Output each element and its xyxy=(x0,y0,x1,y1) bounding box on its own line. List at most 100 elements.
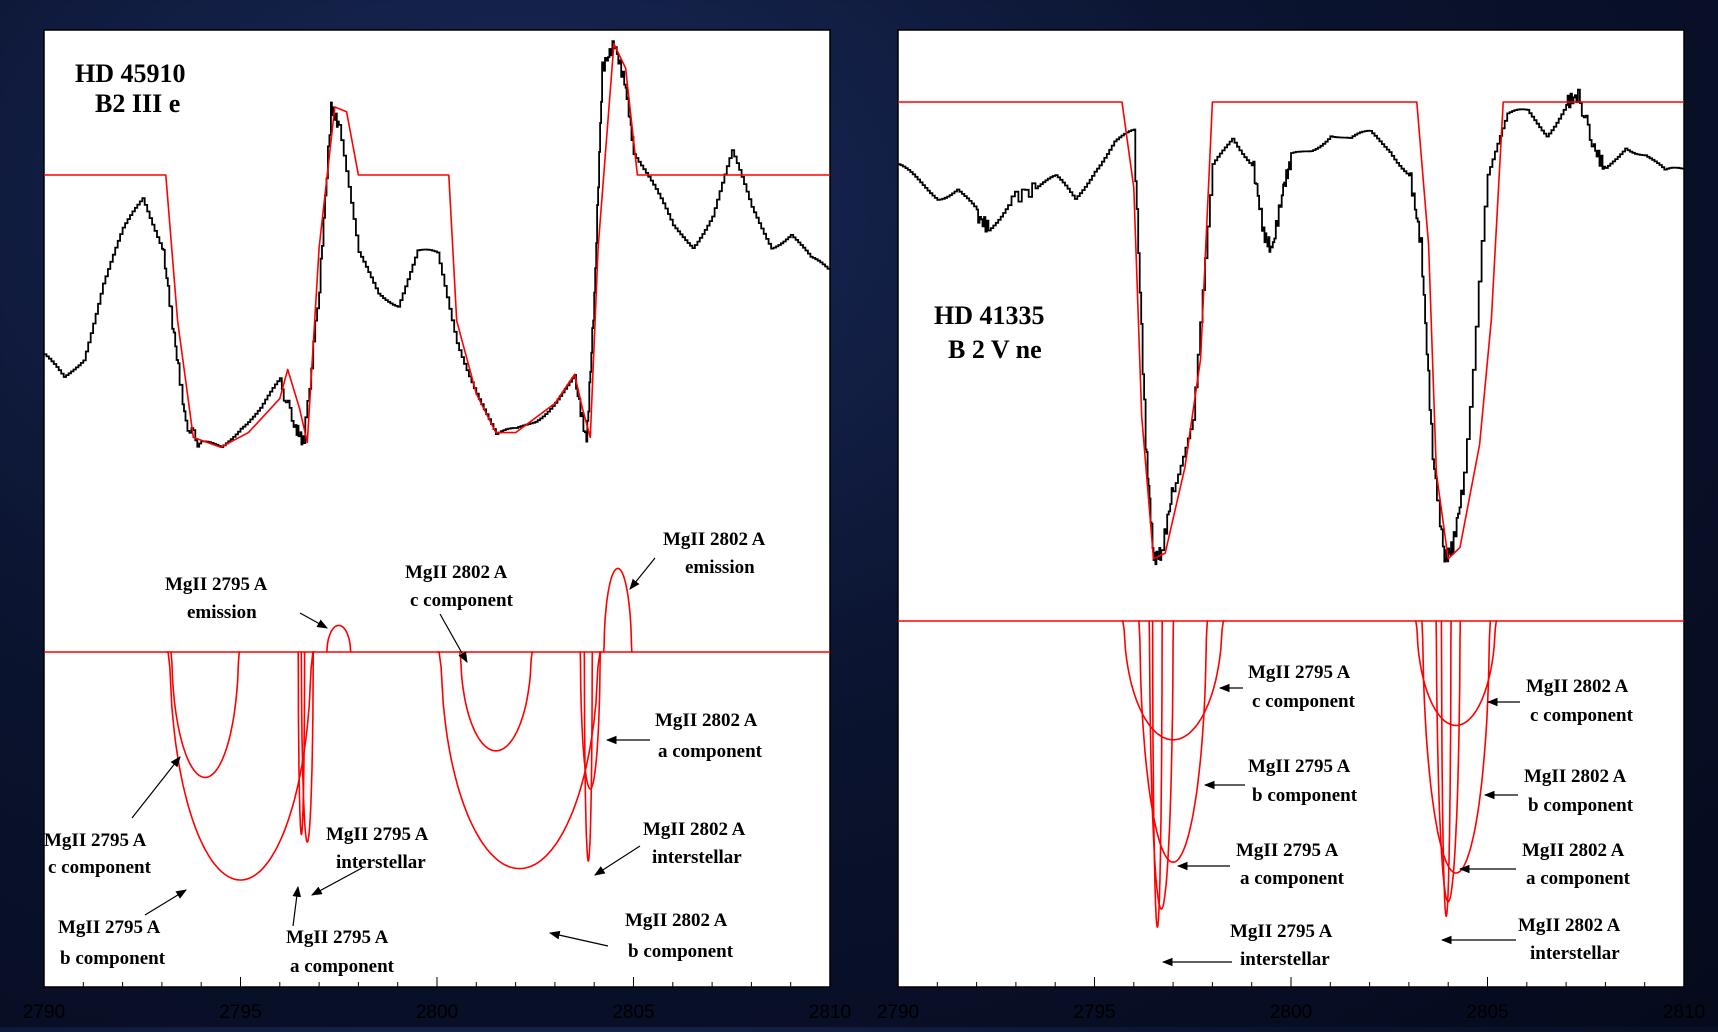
annotation-line: MgII 2802 A xyxy=(1526,676,1629,697)
component-profile xyxy=(583,651,594,863)
x-tick-label: 2805 xyxy=(612,1002,654,1023)
component-profile xyxy=(170,651,241,779)
left-x-axis-labels: 2790 2795 2800 2805 2810 xyxy=(23,1002,851,1023)
component-profile xyxy=(1440,620,1452,918)
component-profile xyxy=(1138,620,1209,864)
component-profile xyxy=(166,651,315,881)
component-profile xyxy=(325,624,352,653)
annotation-2795-interstellar-right: MgII 2795 A interstellar xyxy=(1161,921,1333,970)
annotation-line: c component xyxy=(410,590,514,611)
model-spectrum-line xyxy=(44,43,830,448)
annotation-line: MgII 2802 A xyxy=(405,562,508,583)
annotation-2802-b-right: MgII 2802 A b component xyxy=(1483,766,1634,816)
annotation-line: b component xyxy=(1528,795,1634,816)
annotation-line: MgII 2795 A xyxy=(44,830,147,851)
left-star-name: HD 45910 xyxy=(75,59,186,88)
left-panel: HD 45910 B2 III e 2790 2795 2800 2805 2810 M… xyxy=(23,29,851,1023)
observed-spectrum-line xyxy=(44,40,830,448)
annotation-line: b component xyxy=(1252,785,1358,806)
annotation-2795-c-right: MgII 2795 A c component xyxy=(1218,662,1356,712)
annotation-2802-a-left: MgII 2802 A a component xyxy=(605,710,763,762)
annotation-line: MgII 2795 A xyxy=(1248,756,1351,777)
right-x-axis-ticks xyxy=(897,977,1685,987)
left-plot-frame xyxy=(43,29,831,988)
annotation-2802-emission: MgII 2802 A emission xyxy=(629,529,766,590)
x-tick-label: 2810 xyxy=(809,1002,851,1023)
right-plot-area xyxy=(898,88,1684,929)
component-profile xyxy=(1151,620,1163,929)
annotation-line: a component xyxy=(1240,868,1345,889)
annotation-arrow xyxy=(548,930,609,947)
annotation-line: c component xyxy=(1530,705,1634,726)
annotation-line: interstellar xyxy=(336,852,426,873)
annotation-line: MgII 2802 A xyxy=(1524,766,1627,787)
x-tick-label: 2795 xyxy=(1073,1002,1115,1023)
annotation-2795-a-right: MgII 2795 A a component xyxy=(1176,840,1345,889)
annotation-line: emission xyxy=(685,557,755,578)
annotation-line: emission xyxy=(187,602,257,623)
annotation-2802-b-left: MgII 2802 A b component xyxy=(548,910,734,962)
annotation-2802-a-right: MgII 2802 A a component xyxy=(1458,840,1631,889)
x-tick-label: 2795 xyxy=(219,1002,261,1023)
annotation-line: MgII 2795 A xyxy=(58,917,161,938)
x-tick-label: 2790 xyxy=(23,1002,65,1023)
annotation-line: b component xyxy=(628,941,734,962)
annotation-2802-c-right: MgII 2802 A c component xyxy=(1486,676,1634,726)
annotation-arrow xyxy=(292,885,302,927)
annotation-line: a component xyxy=(290,956,395,977)
annotation-2795-a-left: MgII 2795 A a component xyxy=(286,885,395,977)
annotation-line: MgII 2795 A xyxy=(286,927,389,948)
right-annotations: MgII 2795 A c component MgII 2802 A c co… xyxy=(1161,662,1634,970)
right-panel: HD 41335 B 2 V ne 2790 2795 2800 2805 2810 M… xyxy=(877,29,1705,1023)
annotation-arrow xyxy=(439,613,468,663)
right-star-name: HD 41335 xyxy=(934,301,1045,330)
annotation-line: a component xyxy=(658,741,763,762)
component-profile xyxy=(437,651,603,870)
annotation-arrow xyxy=(594,845,641,876)
component-profile xyxy=(458,651,534,752)
annotation-line: c component xyxy=(1252,691,1356,712)
annotation-line: MgII 2795 A xyxy=(165,574,268,595)
annotation-2802-interstellar-left: MgII 2802 A interstellar xyxy=(594,819,746,876)
annotation-line: MgII 2802 A xyxy=(663,529,766,550)
annotation-arrow xyxy=(629,557,656,590)
right-x-axis-labels: 2790 2795 2800 2805 2810 xyxy=(877,1002,1705,1023)
annotation-line: MgII 2802 A xyxy=(1518,915,1621,936)
annotation-2795-emission: MgII 2795 A emission xyxy=(165,574,328,629)
left-plot-area xyxy=(44,40,830,881)
annotation-line: MgII 2795 A xyxy=(1248,662,1351,683)
annotation-line: MgII 2802 A xyxy=(643,819,746,840)
right-spectral-type: B 2 V ne xyxy=(948,335,1042,364)
x-tick-label: 2805 xyxy=(1466,1002,1508,1023)
left-spectral-type: B2 III e xyxy=(95,89,180,118)
component-profile xyxy=(1421,620,1492,874)
annotation-line: interstellar xyxy=(1530,943,1620,964)
left-x-axis-ticks xyxy=(43,977,831,987)
annotation-line: MgII 2802 A xyxy=(625,910,728,931)
annotation-arrow xyxy=(299,612,328,629)
x-tick-label: 2790 xyxy=(877,1002,919,1023)
annotation-2795-c-left: MgII 2795 A c component xyxy=(44,756,181,878)
annotation-line: MgII 2802 A xyxy=(655,710,758,731)
component-profile xyxy=(297,651,306,836)
annotation-2802-c-left: MgII 2802 A c component xyxy=(405,562,514,663)
annotation-line: a component xyxy=(1526,868,1631,889)
annotation-line: MgII 2802 A xyxy=(1522,840,1625,861)
annotation-arrow xyxy=(131,756,181,819)
annotation-arrow xyxy=(311,867,363,896)
annotation-2802-interstellar-right: MgII 2802 A interstellar xyxy=(1440,915,1621,964)
annotation-line: MgII 2795 A xyxy=(1236,840,1339,861)
annotation-line: MgII 2795 A xyxy=(326,824,429,845)
x-tick-label: 2800 xyxy=(1270,1002,1312,1023)
component-profile xyxy=(602,567,633,653)
model-spectrum-line xyxy=(898,101,1684,560)
annotation-line: MgII 2795 A xyxy=(1230,921,1333,942)
component-profile xyxy=(579,651,602,790)
left-annotations: MgII 2795 A emission MgII 2802 A c compo… xyxy=(44,529,766,977)
x-tick-label: 2810 xyxy=(1663,1002,1705,1023)
annotation-2795-interstellar-left: MgII 2795 A interstellar xyxy=(311,824,429,896)
x-tick-label: 2800 xyxy=(416,1002,458,1023)
annotation-line: b component xyxy=(60,948,166,969)
